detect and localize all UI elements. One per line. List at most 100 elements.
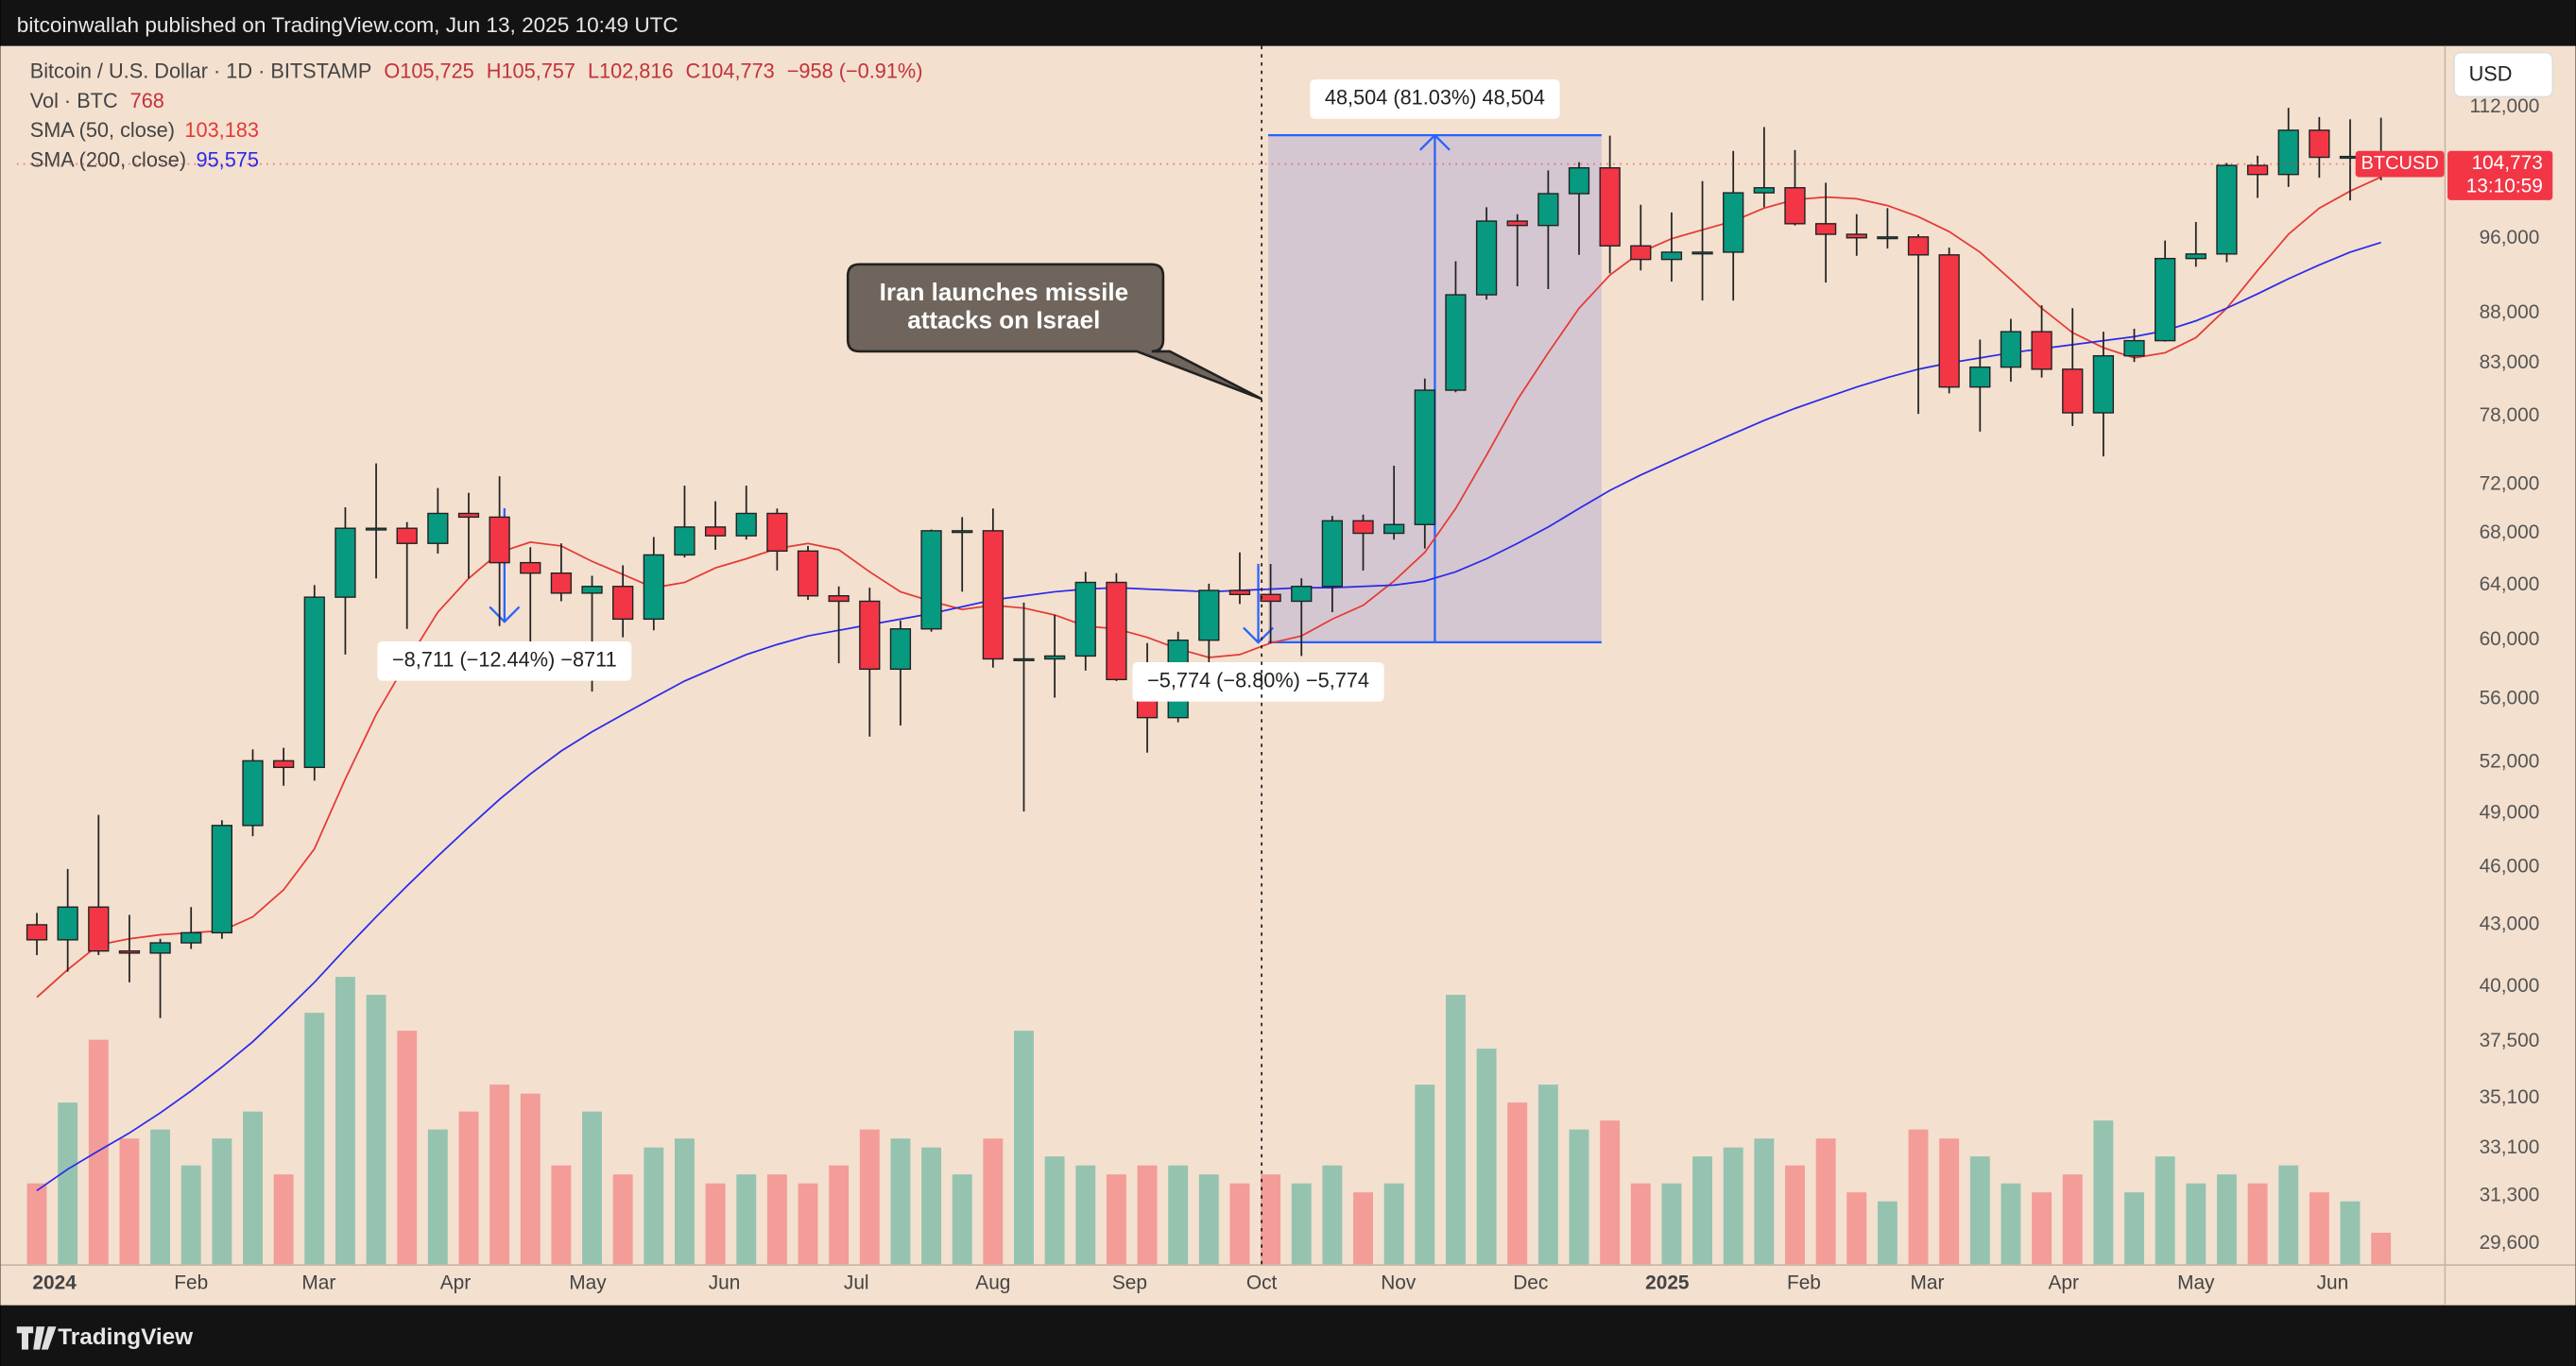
currency-button[interactable] — [2453, 51, 2554, 98]
volume-bar — [520, 1093, 541, 1265]
measure-label-box — [1132, 661, 1384, 702]
x-tick-label: May — [569, 1272, 607, 1294]
volume-name: Vol · BTC — [30, 88, 118, 111]
candle-body — [149, 942, 171, 954]
candle-body — [2216, 164, 2238, 255]
volume-bar — [2032, 1192, 2052, 1265]
candle-body — [1599, 167, 1621, 247]
candle-body — [1969, 366, 1991, 388]
countdown: 13:10:59 — [2466, 175, 2543, 196]
measure-label: −5,774 (−8.80%) −5,774 — [1147, 669, 1369, 692]
volume-bar — [1939, 1138, 1960, 1265]
x-tick-label: Apr — [440, 1272, 471, 1294]
x-tick-label: 2024 — [32, 1272, 77, 1294]
change: −958 (−0.91%) — [787, 59, 923, 82]
volume-bar — [1322, 1165, 1343, 1265]
y-tick-label: 40,000 — [2480, 975, 2540, 997]
volume-bar — [921, 1147, 942, 1265]
volume-bar — [798, 1183, 818, 1265]
volume-bar — [952, 1174, 972, 1265]
callout-text: Iran launches missile — [880, 278, 1128, 306]
volume-bar — [1261, 1174, 1281, 1265]
x-tick-label: 2025 — [1645, 1272, 1690, 1294]
candle-body — [2123, 339, 2145, 357]
candle-body — [2185, 253, 2207, 260]
volume-bar — [26, 1183, 47, 1265]
volume-bar — [1908, 1129, 1929, 1265]
candle-body — [1414, 389, 1435, 525]
volume-bar — [859, 1129, 880, 1265]
candle-body — [26, 924, 48, 941]
candle-body — [211, 825, 232, 934]
candle-body — [2031, 331, 2052, 370]
y-tick-label: 33,100 — [2480, 1136, 2540, 1158]
last-price: 104,773 — [2471, 152, 2542, 174]
volume-bar — [1661, 1183, 1682, 1265]
y-tick-label: 49,000 — [2480, 801, 2540, 823]
volume-bar — [551, 1165, 572, 1265]
measure-label: 48,504 (81.03%) 48,504 — [1325, 86, 1545, 110]
series-value: 95,575 — [197, 147, 259, 171]
volume-bar — [366, 995, 386, 1265]
volume-bar — [335, 977, 355, 1265]
plot: 112,000 96,000 88,000 83,000 78,000 72,000 68,… — [16, 45, 2540, 1294]
candle-body — [1506, 220, 1528, 227]
volume-bar — [736, 1174, 757, 1265]
candle-body — [2155, 257, 2176, 342]
legend-entry: SMA (50, close) 103,183 — [30, 118, 259, 142]
volume-value: 768 — [130, 88, 164, 111]
candle-body — [396, 527, 418, 544]
candle-body — [1106, 581, 1127, 681]
x-tick-label: Jun — [2317, 1272, 2349, 1294]
candle-body — [828, 595, 850, 603]
candle-body — [581, 586, 603, 594]
measure-label-box — [1310, 79, 1560, 119]
candle-body — [1043, 655, 1066, 660]
currency[interactable]: USD — [2469, 62, 2513, 86]
candle-body — [457, 512, 480, 519]
volume-bar — [1754, 1138, 1775, 1265]
volume-bar — [1723, 1147, 1743, 1265]
legend-entry: SMA (200, close) 95,575 — [30, 147, 259, 171]
volume-bar — [644, 1147, 664, 1265]
candle-body — [1877, 236, 1898, 240]
candle-body — [735, 512, 757, 537]
ticker: BTCUSD — [2361, 153, 2439, 174]
y-tick-label: 88,000 — [2480, 301, 2540, 323]
volume-bar — [2186, 1183, 2207, 1265]
y-tick-label: 46,000 — [2480, 855, 2540, 877]
volume-bar — [1383, 1183, 1404, 1265]
candle-body — [1260, 593, 1281, 603]
volume-bar — [2093, 1120, 2114, 1265]
volume-bar — [2001, 1183, 2021, 1265]
y-tick-label: 72,000 — [2480, 472, 2540, 494]
volume-bar — [1630, 1183, 1651, 1265]
volume-bar — [1600, 1120, 1621, 1265]
volume-bar — [458, 1111, 479, 1265]
candle-body — [1445, 294, 1467, 391]
volume-bar — [983, 1138, 1004, 1265]
volume-bar — [1785, 1165, 1805, 1265]
y-tick-label: 68,000 — [2480, 521, 2540, 543]
x-tick-label: Nov — [1381, 1272, 1417, 1294]
volume-bar — [1229, 1183, 1250, 1265]
candle-body — [272, 760, 295, 769]
volume-bar — [1877, 1201, 1898, 1265]
published-line: bitcoinwallah published on TradingView.c… — [17, 13, 678, 37]
candle-body — [859, 600, 881, 671]
candle-body — [797, 550, 819, 597]
candle-body — [674, 526, 696, 556]
y-tick-label: 64,000 — [2480, 573, 2540, 595]
y-tick-label: 29,600 — [2480, 1232, 2540, 1254]
candle-body — [1352, 520, 1374, 535]
volume-bar — [1198, 1174, 1219, 1265]
volume-bar — [2340, 1201, 2361, 1265]
legend-line: Bitcoin / U.S. Dollar · 1D · BITSTAMP O1… — [30, 59, 923, 82]
candle-body — [1723, 192, 1744, 253]
arrow-head — [489, 606, 521, 623]
y-tick-label: 37,500 — [2480, 1030, 2540, 1051]
candle-body — [920, 530, 942, 630]
candle-body — [1846, 233, 1867, 239]
candle-body — [1074, 581, 1096, 657]
x-tick-label: Jun — [709, 1272, 741, 1294]
